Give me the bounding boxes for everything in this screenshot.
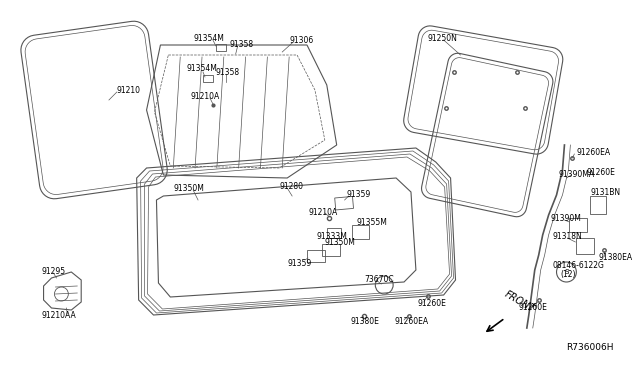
Text: 91354M: 91354M <box>193 33 224 42</box>
Bar <box>307 250 325 262</box>
Text: 91210A: 91210A <box>309 208 338 217</box>
Text: FRONT: FRONT <box>503 289 537 314</box>
Text: 91358: 91358 <box>216 67 240 77</box>
Text: 91318N: 91318N <box>552 231 582 241</box>
Text: S: S <box>564 269 568 275</box>
Text: 91306: 91306 <box>289 35 314 45</box>
Text: 91260E: 91260E <box>519 304 548 312</box>
Text: 91355M: 91355M <box>356 218 387 227</box>
Text: 91210A: 91210A <box>190 92 220 100</box>
Text: 91350M: 91350M <box>325 237 356 247</box>
Text: 91280: 91280 <box>279 182 303 190</box>
Text: 91333M: 91333M <box>317 231 348 241</box>
Text: 91350M: 91350M <box>173 183 204 192</box>
Text: 91260E: 91260E <box>418 299 447 308</box>
Text: 91390M: 91390M <box>550 214 582 222</box>
Bar <box>351 225 369 239</box>
Text: 08146-6122G: 08146-6122G <box>552 260 604 269</box>
Text: 91358: 91358 <box>230 39 254 48</box>
Text: 91260EA: 91260EA <box>394 317 428 327</box>
Text: 73670C: 73670C <box>364 276 394 285</box>
Bar <box>203 75 213 82</box>
Text: (12): (12) <box>561 270 576 279</box>
Text: 91260E: 91260E <box>586 167 615 176</box>
Text: 91354M: 91354M <box>186 64 217 73</box>
Bar <box>590 196 606 214</box>
Bar <box>322 244 340 256</box>
Text: 91210: 91210 <box>117 86 141 94</box>
Text: 91380E: 91380E <box>351 317 380 327</box>
Text: 91359: 91359 <box>347 189 371 199</box>
Text: 91380EA: 91380EA <box>598 253 632 263</box>
Bar <box>577 238 594 254</box>
Bar <box>570 218 588 232</box>
Text: 91260EA: 91260EA <box>577 148 611 157</box>
Bar <box>327 228 340 238</box>
Text: 91250N: 91250N <box>428 33 458 42</box>
Bar <box>216 44 226 51</box>
Text: 9131BN: 9131BN <box>590 187 620 196</box>
Bar <box>335 196 353 210</box>
Text: 91359: 91359 <box>287 260 312 269</box>
Text: 91210AA: 91210AA <box>42 311 76 320</box>
Text: 91295: 91295 <box>42 267 66 276</box>
Text: R736006H: R736006H <box>566 343 614 353</box>
Text: 91390MA: 91390MA <box>559 170 595 179</box>
